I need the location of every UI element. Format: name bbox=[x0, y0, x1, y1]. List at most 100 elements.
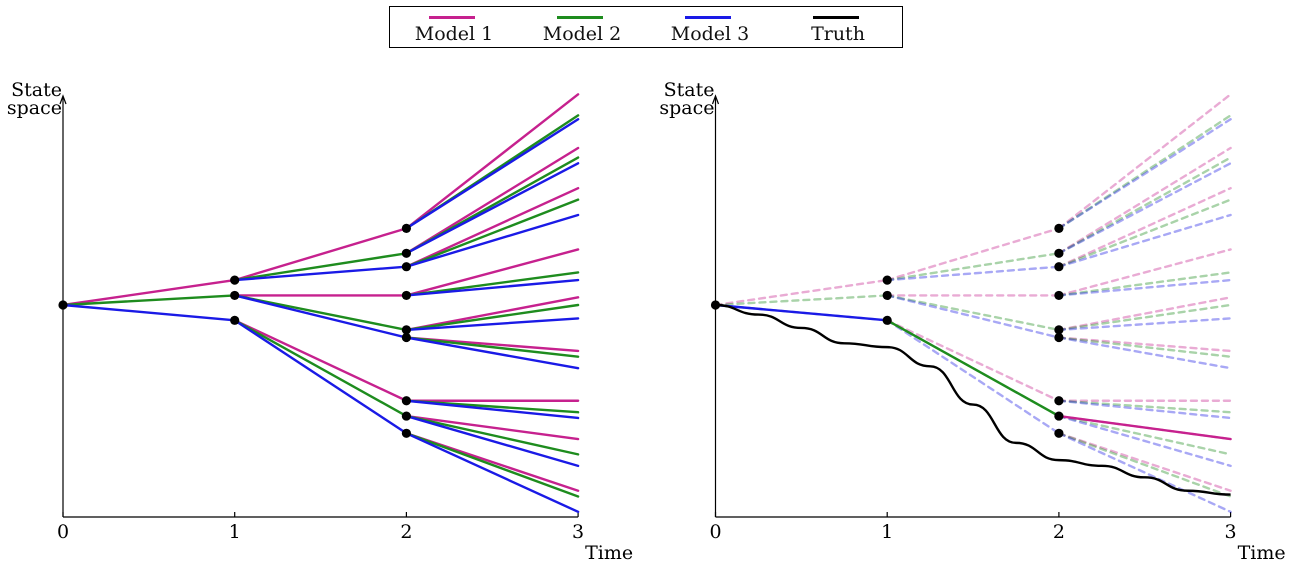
node-point bbox=[1054, 411, 1064, 421]
node-point bbox=[401, 262, 411, 272]
x-axis-label: Time bbox=[1238, 542, 1286, 564]
node-point bbox=[401, 325, 411, 335]
branch-t2-t3-model-1 bbox=[1057, 296, 1232, 332]
legend-item-model-3: Model 3 bbox=[646, 7, 774, 47]
x-tick-label: 3 bbox=[1225, 521, 1237, 543]
branch-t2-t3-model-3 bbox=[405, 162, 580, 255]
node-point bbox=[230, 275, 240, 285]
branch-t1-t2-model-3 bbox=[233, 294, 408, 339]
node-point bbox=[1054, 290, 1064, 301]
branch-t2-t3-model-2 bbox=[405, 432, 580, 498]
branch-t1-t2-model-3 bbox=[886, 265, 1061, 282]
node-point bbox=[1054, 223, 1064, 233]
branch-t1-t2-model-3 bbox=[886, 319, 1061, 435]
truth-curve bbox=[715, 303, 1231, 496]
branch-t2-t3-model-2 bbox=[405, 336, 580, 358]
branch-t1-t2-model-2 bbox=[886, 294, 1061, 332]
branch-t1-t2-model-3 bbox=[233, 265, 408, 282]
branch-t2-t3-model-3 bbox=[405, 213, 580, 268]
x-tick-label: 0 bbox=[709, 521, 721, 543]
legend-swatch bbox=[685, 16, 731, 19]
x-tick-label: 2 bbox=[400, 521, 412, 543]
node-point bbox=[401, 428, 411, 438]
branch-t2-t3-model-1 bbox=[1057, 336, 1232, 353]
branch-t1-t2-model-2 bbox=[233, 294, 408, 332]
branch-t2-t3-model-2 bbox=[1057, 198, 1232, 268]
node-point bbox=[1054, 325, 1064, 335]
y-axis-label-line: space bbox=[7, 97, 62, 119]
branch-t1-t2-model-1 bbox=[886, 319, 1061, 402]
branch-t1-t2-model-1 bbox=[233, 227, 408, 282]
node-point bbox=[230, 290, 240, 301]
node-point bbox=[882, 275, 892, 285]
branch-t2-t3-model-3 bbox=[405, 317, 580, 332]
legend-item-model-2: Model 2 bbox=[518, 7, 646, 47]
node-point bbox=[401, 411, 411, 421]
branch-t0-t1-model-2 bbox=[714, 294, 889, 307]
legend-item-model-1: Model 1 bbox=[390, 7, 518, 47]
branch-t0-t1-model-1 bbox=[714, 278, 889, 307]
selected-model-path bbox=[714, 303, 1232, 441]
branch-t2-t3-model-2 bbox=[1057, 303, 1232, 332]
node-points bbox=[710, 223, 1064, 438]
branch-t2-t3-model-2 bbox=[1057, 414, 1232, 456]
branch-t1-t2-model-2 bbox=[233, 252, 408, 282]
node-point bbox=[401, 290, 411, 301]
branch-t2-t3-model-2 bbox=[1057, 336, 1232, 358]
branch-t0-t1-model-1 bbox=[61, 278, 236, 307]
branch-t0-t1-model-3 bbox=[61, 303, 236, 322]
node-points bbox=[58, 223, 411, 438]
branch-t2-t3-model-3 bbox=[1057, 432, 1232, 514]
node-point bbox=[1054, 262, 1064, 272]
branch-t1-t2-model-1 bbox=[886, 227, 1061, 282]
branch-t2-t3-model-3 bbox=[1057, 414, 1232, 468]
branch-t2-t3-model-3 bbox=[1057, 278, 1232, 297]
branch-t2-t3-model-1 bbox=[1057, 146, 1232, 255]
node-point bbox=[882, 290, 892, 301]
branch-t1-t2-model-3 bbox=[886, 294, 1061, 339]
node-point bbox=[882, 315, 892, 325]
node-point bbox=[1054, 428, 1064, 438]
branch-t2-t3-model-1 bbox=[1057, 248, 1232, 297]
node-point bbox=[1054, 332, 1064, 343]
legend-swatch bbox=[813, 16, 859, 19]
branch-t2-t3-model-3 bbox=[405, 336, 580, 370]
branch-t2-t3-model-1 bbox=[405, 414, 580, 441]
legend: Model 1 Model 2 Model 3 Truth bbox=[389, 6, 903, 48]
branch-t2-t3-model-3 bbox=[405, 399, 580, 420]
node-point bbox=[401, 223, 411, 233]
branch-t2-t3-model-2 bbox=[1057, 114, 1232, 230]
branch-t1-t2-model-3 bbox=[233, 319, 408, 435]
node-point bbox=[401, 332, 411, 343]
x-tick-label: 1 bbox=[229, 521, 241, 543]
branch-t2-t3-model-3 bbox=[1057, 162, 1232, 255]
x-tick-label: 3 bbox=[572, 521, 584, 543]
branch-t2-t3-model-3 bbox=[405, 118, 580, 230]
branch-t2-t3-model-2 bbox=[405, 414, 580, 456]
branch-t1-t2-model-1 bbox=[233, 319, 408, 402]
node-point bbox=[1054, 248, 1064, 258]
y-axis-arrow bbox=[711, 94, 720, 105]
legend-label: Model 3 bbox=[670, 23, 750, 45]
selected-segment-model-2 bbox=[886, 319, 1061, 418]
node-point bbox=[401, 248, 411, 258]
y-axis-label-line: space bbox=[659, 97, 714, 119]
legend-swatch bbox=[557, 16, 603, 19]
y-axis-arrow bbox=[59, 94, 67, 105]
branch-t2-t3-model-2 bbox=[1057, 432, 1232, 498]
branch-t2-t3-model-2 bbox=[405, 198, 580, 268]
branch-t2-t3-model-1 bbox=[405, 146, 580, 255]
branch-t2-t3-model-1 bbox=[1057, 186, 1232, 268]
legend-item-truth: Truth bbox=[774, 7, 902, 47]
legend-label: Truth bbox=[811, 23, 865, 45]
branch-t2-t3-model-2 bbox=[1057, 156, 1232, 255]
branch-t2-t3-model-3 bbox=[405, 432, 580, 514]
node-point bbox=[1054, 396, 1064, 406]
branch-t2-t3-model-3 bbox=[1057, 336, 1232, 370]
branch-t2-t3-model-2 bbox=[1057, 271, 1232, 297]
branch-t2-t3-model-2 bbox=[405, 271, 580, 297]
branch-t2-t3-model-1 bbox=[405, 186, 580, 268]
